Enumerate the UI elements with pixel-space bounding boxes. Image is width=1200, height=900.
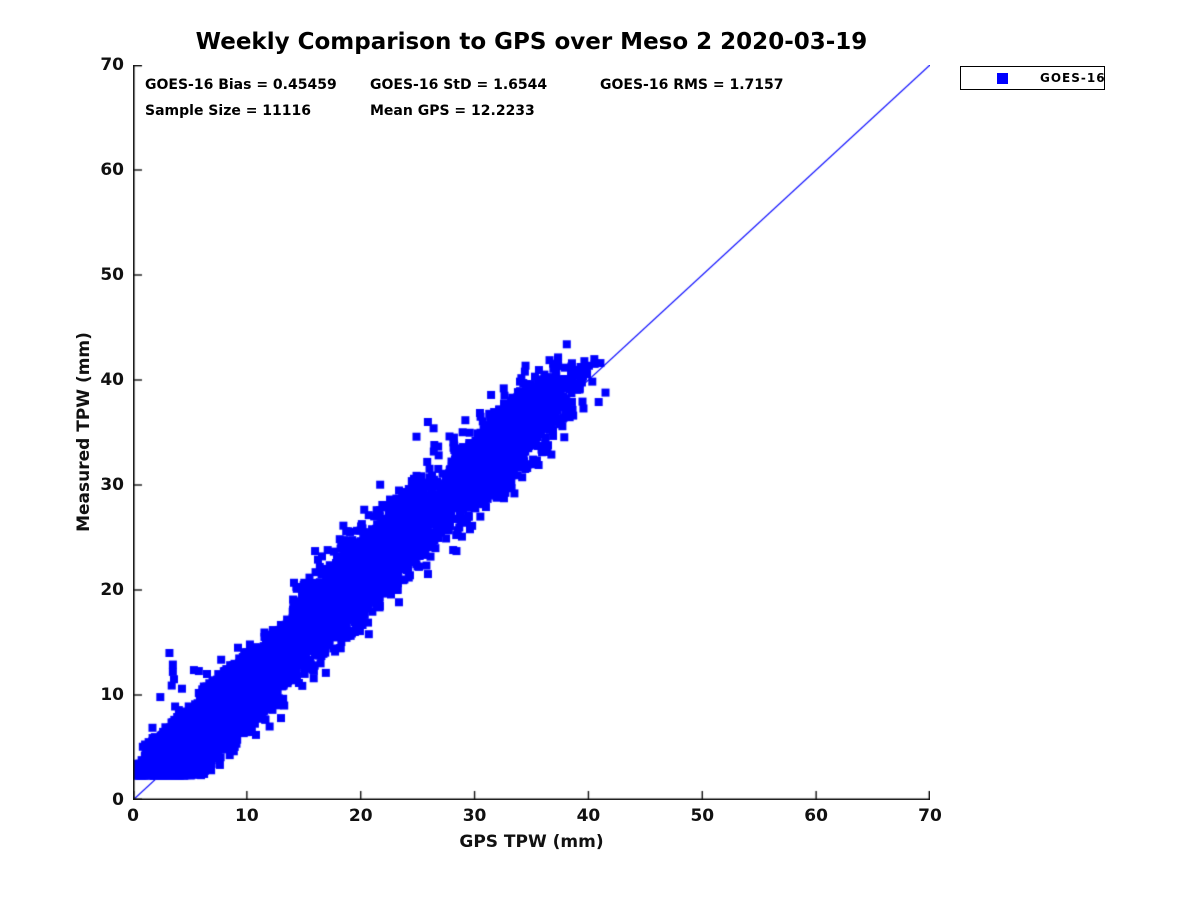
y-tick-label: 10 <box>100 685 124 705</box>
plot-area <box>133 65 930 800</box>
x-tick-label: 30 <box>462 806 487 826</box>
legend: GOES-16 <box>960 66 1105 90</box>
x-tick-label: 40 <box>576 806 601 826</box>
x-tick-label: 50 <box>690 806 715 826</box>
y-tick-label: 40 <box>100 370 124 390</box>
legend-square-marker-icon <box>997 72 1008 84</box>
y-axis-label: Measured TPW (mm) <box>74 332 94 532</box>
y-tick-label: 70 <box>100 55 124 75</box>
y-tick-label: 0 <box>112 790 124 810</box>
x-tick-label: 70 <box>918 806 942 826</box>
y-tick-label: 50 <box>100 265 124 285</box>
chart-title: Weekly Comparison to GPS over Meso 2 202… <box>195 29 868 55</box>
y-tick-label: 60 <box>100 160 124 180</box>
x-axis-label: GPS TPW (mm) <box>459 832 604 852</box>
x-tick-label: 10 <box>235 806 259 826</box>
y-tick-label: 30 <box>100 475 124 495</box>
x-tick-label: 20 <box>348 806 373 826</box>
x-tick-label: 60 <box>804 806 828 826</box>
x-tick-label: 0 <box>127 806 139 826</box>
y-tick-label: 20 <box>100 580 124 600</box>
legend-label-goes16: GOES-16 <box>1040 71 1106 85</box>
